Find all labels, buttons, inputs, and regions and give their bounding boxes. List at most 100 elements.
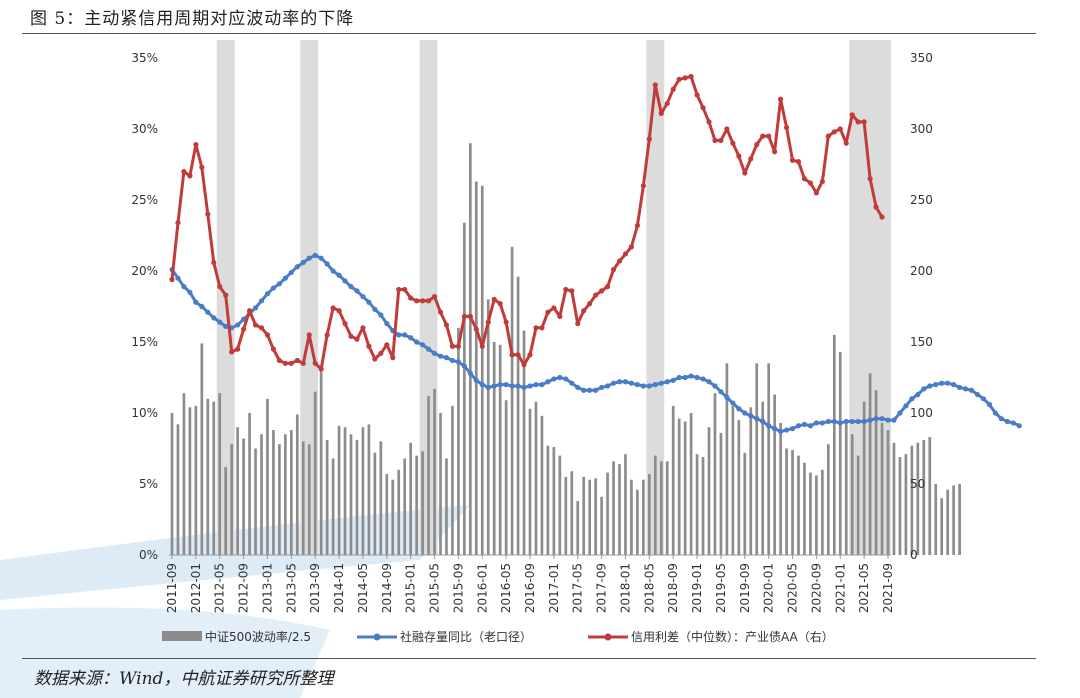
- volatility-bar: [868, 373, 872, 555]
- volatility-bar: [922, 439, 926, 555]
- credit-spread-point: [342, 320, 348, 327]
- social-financing-point: [789, 426, 796, 432]
- volatility-bar: [695, 454, 699, 555]
- social-financing-point: [754, 416, 760, 422]
- social-financing-point: [652, 382, 658, 388]
- credit-spread-point: [360, 325, 366, 331]
- social-financing-point: [903, 403, 909, 409]
- social-financing-point: [527, 383, 533, 389]
- series-lines: [169, 73, 1022, 435]
- volatility-bar: [558, 455, 562, 555]
- credit-spread-point: [461, 313, 467, 320]
- volatility-bar: [856, 455, 860, 555]
- volatility-bar: [910, 445, 914, 555]
- credit-spread-point: [217, 284, 223, 290]
- credit-spread-point: [700, 105, 706, 111]
- social-financing-point: [658, 380, 664, 386]
- volatility-bar: [612, 461, 615, 555]
- volatility-bar: [331, 458, 335, 555]
- credit-spread-point: [551, 305, 557, 311]
- social-financing-point: [545, 379, 551, 385]
- y-left-tick-label: 15%: [131, 335, 158, 349]
- volatility-bar: [594, 478, 597, 555]
- volatility-bar: [337, 425, 341, 555]
- x-tick-label: 2018-01: [618, 563, 632, 613]
- social-financing-point: [294, 264, 300, 270]
- volatility-bar: [236, 427, 239, 555]
- x-tick-label: 2019-09: [738, 563, 752, 613]
- volatility-bar: [755, 363, 759, 555]
- credit-spread-point: [706, 119, 712, 125]
- social-financing-point: [420, 342, 426, 348]
- social-financing-point: [223, 323, 229, 329]
- volatility-bar: [761, 401, 765, 555]
- social-financing-point: [986, 401, 993, 408]
- social-financing-point: [354, 288, 360, 294]
- social-financing-point: [330, 268, 336, 274]
- credit-spread-point: [748, 156, 754, 162]
- social-financing-point: [801, 421, 808, 427]
- social-financing-point: [700, 376, 706, 382]
- x-tick-label: 2013-05: [284, 563, 298, 613]
- social-financing-point: [402, 332, 408, 338]
- credit-spread-point: [676, 76, 682, 82]
- credit-spread-point: [246, 308, 253, 314]
- y-right-tick-label: 150: [910, 335, 933, 349]
- credit-spread-point: [569, 288, 575, 294]
- volatility-bar: [677, 418, 681, 555]
- credit-spread-point: [503, 319, 509, 325]
- social-financing-point: [843, 418, 849, 425]
- volatility-bar: [803, 462, 806, 555]
- volatility-bar: [295, 414, 299, 555]
- social-financing-point: [425, 346, 432, 352]
- volatility-bar: [433, 388, 436, 555]
- volatility-bar: [844, 420, 848, 555]
- social-financing-point: [205, 309, 211, 315]
- volatility-bar: [397, 469, 401, 555]
- x-tick-label: 2013-01: [260, 563, 274, 613]
- social-financing-point: [945, 380, 951, 386]
- volatility-bar: [403, 458, 407, 555]
- credit-spread-point: [772, 149, 778, 155]
- social-financing-point: [599, 384, 605, 391]
- credit-spread-point: [545, 309, 551, 315]
- social-financing-point: [634, 382, 641, 388]
- social-financing-point: [640, 383, 646, 389]
- social-financing-point: [181, 284, 187, 290]
- social-financing-point: [378, 312, 384, 318]
- social-financing-point: [980, 396, 987, 402]
- credit-spread-point: [372, 356, 378, 362]
- social-financing-point: [235, 322, 241, 328]
- credit-spread-point: [270, 346, 277, 352]
- credit-spread-point: [455, 343, 461, 349]
- credit-spread-point: [527, 352, 533, 358]
- credit-spread-point: [252, 322, 259, 328]
- x-tick-label: 2021-01: [833, 563, 847, 613]
- social-financing-point: [175, 275, 181, 281]
- volatility-bar: [218, 393, 222, 555]
- credit-spread-point: [396, 286, 402, 293]
- y-right-tick-label: 100: [910, 406, 933, 420]
- credit-spread-point: [491, 296, 497, 302]
- social-financing-point: [879, 416, 885, 422]
- credit-spread-point: [348, 333, 354, 339]
- y-right-tick-label: 0: [910, 548, 918, 562]
- x-tick-label: 2012-05: [213, 563, 227, 613]
- volatility-bar: [928, 437, 932, 555]
- volatility-bar: [647, 474, 651, 555]
- credit-spread-point: [807, 180, 814, 186]
- credit-spread-point: [664, 100, 670, 107]
- credit-spread-point: [473, 326, 479, 332]
- social-financing-point: [718, 389, 724, 395]
- credit-spread-point: [318, 366, 324, 372]
- volatility-bar: [301, 441, 305, 555]
- volatility-bar: [421, 451, 424, 555]
- social-financing-point: [479, 382, 485, 388]
- credit-spread-point: [402, 286, 408, 293]
- social-financing-point: [712, 383, 718, 389]
- volatility-bar: [773, 394, 776, 555]
- credit-spread-point: [646, 136, 652, 142]
- credit-spread-point: [789, 157, 796, 163]
- volatility-bar: [618, 464, 621, 555]
- social-financing-point: [760, 418, 766, 425]
